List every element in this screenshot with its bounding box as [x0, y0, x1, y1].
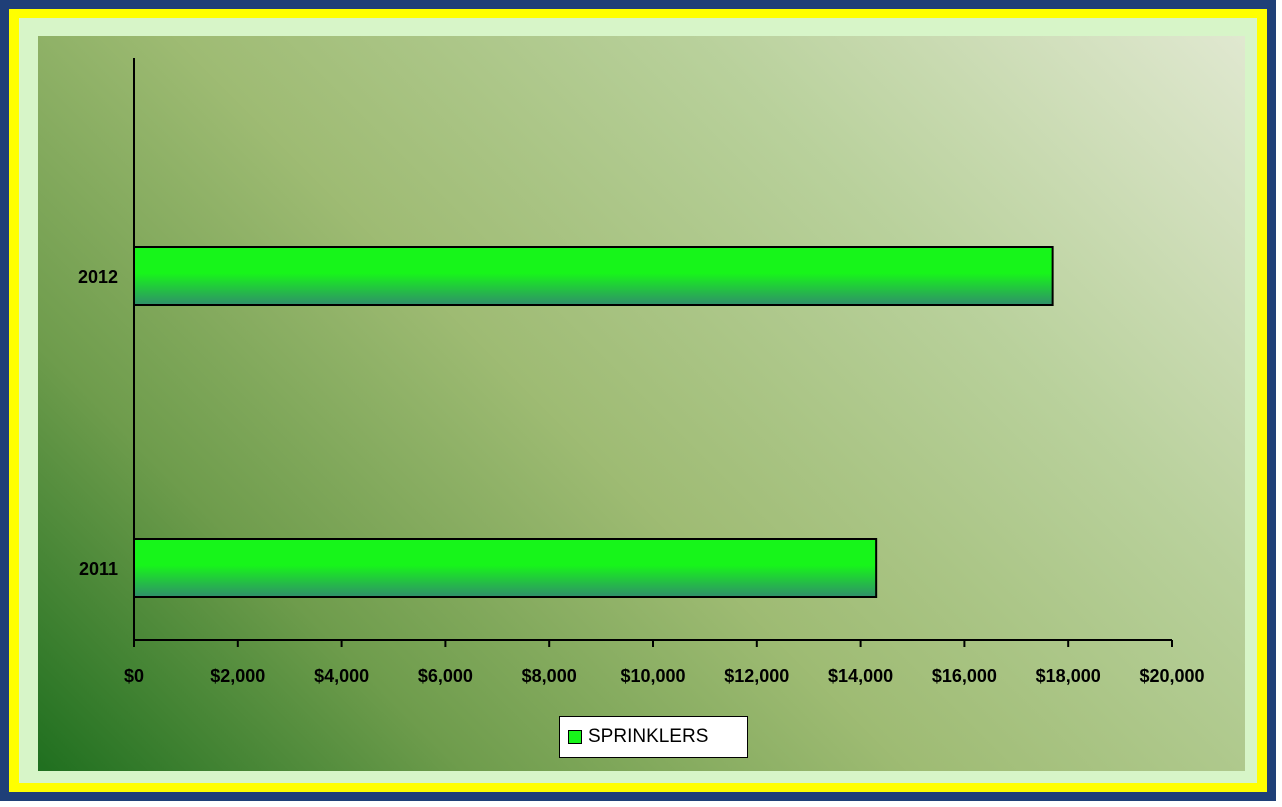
chart-background: [38, 36, 1245, 771]
x-axis-ticks: $0 $2,000 $4,000 $6,000 $8,000 $10,000 $12,000…: [124, 640, 1205, 686]
x-tick-label: $16,000: [932, 666, 997, 686]
legend: SPRINKLERS: [559, 716, 748, 758]
bars-group: [133, 246, 1054, 598]
x-tick-label: $8,000: [522, 666, 577, 686]
y-category-label: 2011: [79, 559, 118, 579]
x-tick-label: $2,000: [210, 666, 265, 686]
y-category-label: 2012: [78, 267, 118, 287]
x-tick-label: $20,000: [1139, 666, 1204, 686]
x-tick-label: $10,000: [620, 666, 685, 686]
x-tick-label: $14,000: [828, 666, 893, 686]
x-tick-label: $6,000: [418, 666, 473, 686]
x-tick-label: $18,000: [1036, 666, 1101, 686]
x-tick-label: $4,000: [314, 666, 369, 686]
bar-2011: [133, 538, 878, 598]
y-axis-labels: 2012 2011: [78, 267, 118, 579]
bar-2012: [133, 246, 1054, 306]
x-tick-label: $12,000: [724, 666, 789, 686]
legend-swatch-sprinklers: [568, 730, 582, 744]
legend-label-sprinklers: SPRINKLERS: [588, 726, 709, 747]
x-tick-label: $0: [124, 666, 144, 686]
